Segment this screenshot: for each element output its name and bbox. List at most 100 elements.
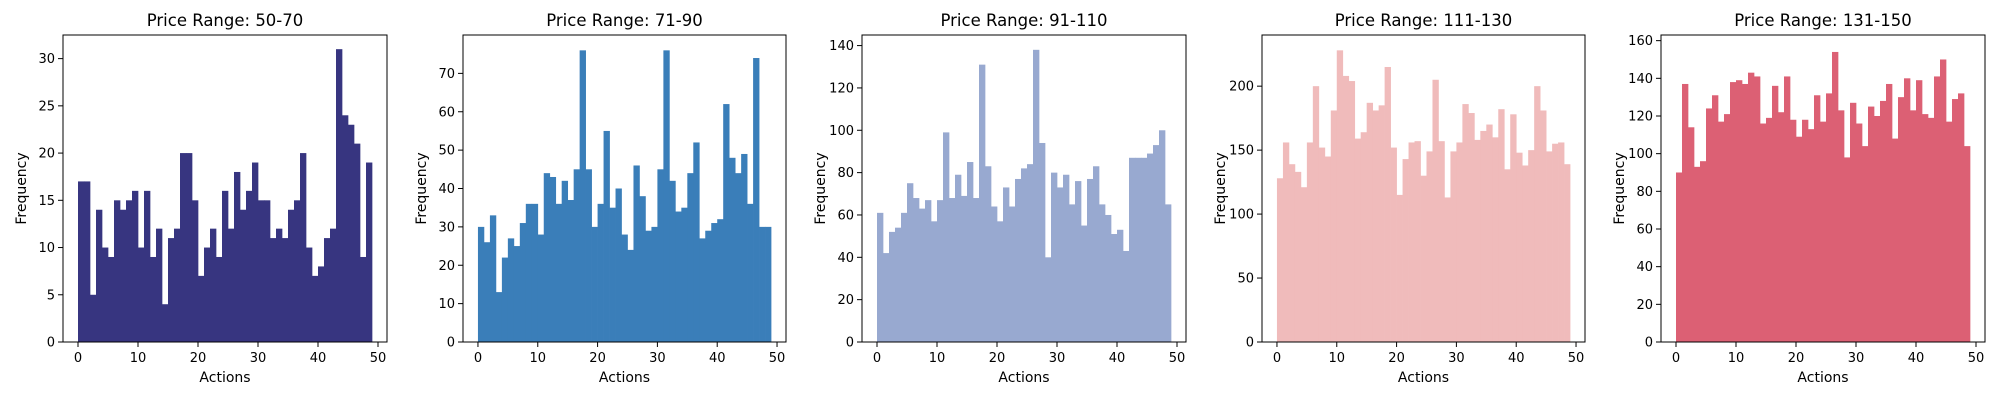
bar [1093,166,1100,342]
y-tick-label: 10 [38,241,55,256]
bar [1300,187,1308,342]
bar [1396,194,1403,342]
y-tick-label: 140 [1628,72,1653,87]
bar [1141,157,1148,342]
bar [1480,130,1487,342]
bar [723,104,730,342]
subplot-4: 0 10 20 30 40 50 0 50 100 150 200 Price Range: 111-… [1213,11,1586,386]
bar [561,180,569,342]
plot-frame [861,34,1187,343]
bar [348,124,355,343]
bar [1468,113,1475,342]
bar [747,203,754,342]
y-tick-label: 0 [846,336,854,351]
bar [985,166,992,342]
bar [1706,108,1713,342]
bar [507,238,515,342]
bar [765,226,772,343]
bar [1952,99,1959,342]
bar [1456,142,1463,342]
bar [877,212,884,342]
y-tick-label: 100 [1628,147,1653,162]
bar [651,226,658,343]
bar [1808,129,1815,342]
bar [1898,97,1905,343]
bar [555,203,563,342]
bar [1384,66,1391,342]
bar [1294,171,1302,342]
bar [759,226,766,343]
bar [1712,95,1719,343]
bar [1069,204,1076,342]
y-tick-label: 30 [38,52,55,67]
x-axis-label: Actions [998,370,1049,386]
y-tick-label: 80 [837,166,854,181]
bar [1420,175,1427,342]
bar [955,174,962,342]
y-axis-label: Frequency [1213,152,1229,224]
x-axis-label: Actions [599,370,650,386]
y-tick-label: 200 [1229,80,1254,95]
y-axis-label: Frequency [813,152,829,224]
bar [699,238,706,342]
bar [1462,104,1469,342]
bar [1964,146,1971,342]
y-tick-label: 100 [829,124,854,139]
bar [573,169,580,342]
x-tick-label: 0 [873,351,881,366]
bar [1408,142,1415,342]
bar [300,153,307,342]
x-tick-label: 30 [649,351,666,366]
bar [1958,93,1965,342]
y-tick-label: 0 [1246,336,1254,351]
bar [1946,121,1953,342]
bar [204,247,211,342]
x-tick-label: 20 [1388,351,1405,366]
y-axis-label: Frequency [414,152,430,224]
bar [639,196,646,342]
bar [1087,178,1094,342]
y-tick-label: 60 [438,105,455,120]
bar [907,183,914,342]
bar [222,190,229,342]
bar [324,238,331,342]
bar [294,200,301,342]
bar [1552,143,1559,342]
bar [1051,172,1058,342]
bar [735,173,742,342]
bar [1159,130,1166,342]
x-tick-label: 0 [1273,351,1281,366]
bar [174,228,181,342]
bar [1390,147,1397,342]
y-tick-label: 20 [38,147,55,162]
bar [1760,123,1767,343]
bar [1015,178,1022,342]
bar [1940,59,1947,342]
bar [537,234,545,342]
chart-title: Price Range: 131-150 [1734,11,1912,30]
bar [1844,157,1851,342]
bar [943,132,950,342]
x-tick-label: 10 [1728,351,1745,366]
plot-frame [1261,34,1586,343]
y-tick-label: 0 [47,336,55,351]
bar [609,207,616,342]
y-tick-label: 100 [1229,208,1254,223]
bar [1790,119,1797,342]
bar [669,180,676,342]
bar [330,228,337,342]
bar [501,257,509,342]
subplot-3: 0 10 20 30 40 50 0 20 40 60 80 100 120 140 Price Range… [813,11,1187,386]
y-tick-label: 60 [1636,222,1653,237]
bar [1516,152,1523,342]
bar [1306,142,1314,342]
bar [519,223,527,342]
plot-frame [62,34,388,343]
bar [1688,127,1695,342]
chart-title: Price Range: 111-130 [1335,11,1513,30]
y-tick-label: 40 [1636,260,1653,275]
bar [889,231,896,342]
bar [78,181,85,342]
bar [711,223,718,342]
y-tick-label: 50 [438,144,455,159]
